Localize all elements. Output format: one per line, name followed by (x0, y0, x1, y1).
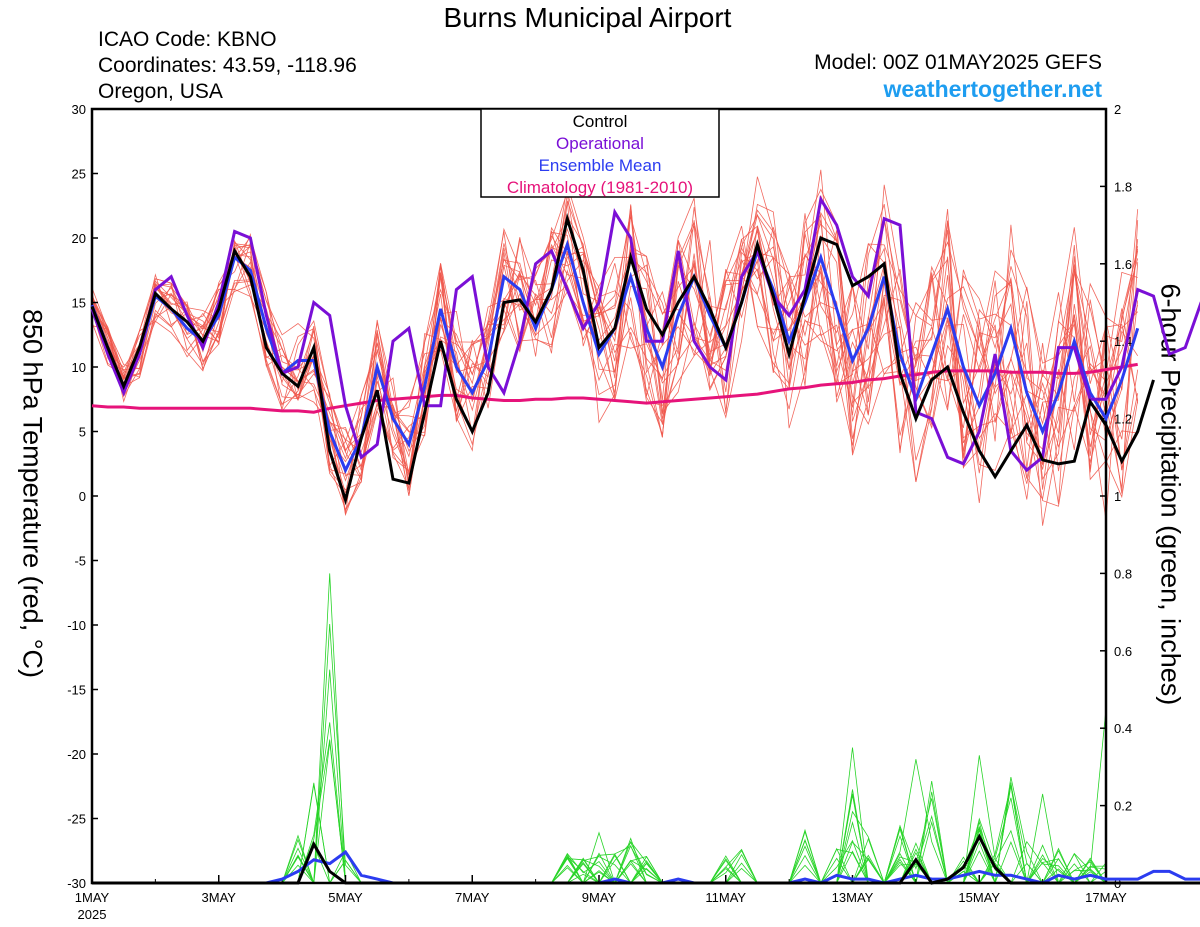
y-tick-label: 15 (72, 296, 86, 311)
y-tick-label: -20 (67, 747, 86, 762)
precip-member-line-18 (92, 669, 1107, 885)
x-tick-label: 7MAY (455, 890, 490, 905)
x-tick-label: 11MAY (705, 890, 746, 905)
icao-code: ICAO Code: KBNO (98, 28, 277, 51)
y-tick-label: -30 (67, 876, 86, 891)
legend-entry: Ensemble Mean (539, 156, 662, 175)
precip-member-line-19 (92, 791, 1106, 885)
precip-member-line-12 (92, 722, 1106, 884)
y2-tick-label: 1.8 (1114, 179, 1132, 194)
y-tick-label: 10 (72, 360, 86, 375)
control-precip-line (92, 833, 1200, 885)
member-line-8 (91, 169, 1138, 526)
plot-frame (90, 107, 1108, 885)
legend: Control Operational Ensemble Mean Climatolo… (480, 108, 720, 198)
y2-tick-label: 0.6 (1114, 644, 1132, 659)
y2-tick-label: 0.2 (1114, 799, 1132, 814)
operational-line (90, 195, 1200, 473)
y-tick-label: 0 (79, 489, 86, 504)
y-tick-label: -5 (74, 554, 86, 569)
ensemble-members (91, 169, 1139, 526)
precip-member-line-15 (92, 623, 1107, 884)
y2-tick-label: 1.2 (1114, 412, 1132, 427)
x-tick-label: 13MAY (832, 890, 874, 905)
coordinates: Coordinates: 43.59, -118.96 (98, 54, 357, 77)
y2-tick-label: 0.8 (1114, 566, 1132, 581)
y-tick-label: -15 (67, 683, 86, 698)
y-tick-label: 30 (72, 102, 86, 117)
precip-member-line-7 (92, 795, 1106, 884)
member-line-10 (91, 223, 1138, 477)
y-tick-label: 5 (79, 425, 86, 440)
legend-entry: Climatology (1981-2010) (507, 178, 693, 197)
legend-entry: Operational (556, 134, 644, 153)
chart-title: Burns Municipal Airport (443, 2, 732, 33)
y2-tick-label: 0.4 (1114, 721, 1132, 736)
y2-tick-label: 1 (1114, 489, 1121, 504)
site-link[interactable]: weathertogether.net (883, 76, 1102, 102)
legend-box (480, 108, 720, 198)
member-line-17 (91, 176, 1139, 496)
precip-member-line-2 (92, 747, 1106, 884)
y-tick-label: -10 (67, 618, 86, 633)
y-tick-label: 20 (72, 231, 86, 246)
y2-tick-label: 1.6 (1114, 257, 1132, 272)
y-tick-label: -25 (67, 812, 86, 827)
precip-member-line-4 (92, 755, 1107, 884)
precip-members (92, 573, 1107, 885)
y-tick-label: 25 (72, 167, 86, 182)
x-tick-label: 3MAY (202, 890, 237, 905)
x-tick-label: 15MAY (958, 890, 1000, 905)
x-tick-label: 17MAY (1085, 890, 1127, 905)
x-tick-label: 9MAY (582, 890, 617, 905)
y2-tick-label: 2 (1114, 102, 1121, 117)
member-line-15 (91, 205, 1138, 496)
member-line-4 (91, 194, 1139, 505)
precip-member-line-0 (92, 573, 1107, 884)
location: Oregon, USA (98, 80, 223, 103)
control-line (90, 212, 1155, 506)
member-line-9 (91, 200, 1139, 491)
x-tick-label: 5MAY (328, 890, 363, 905)
model-run: Model: 00Z 01MAY2025 GEFS (814, 51, 1102, 74)
x-tick-label: 1MAY (75, 890, 110, 905)
x-tick-sublabel: 2025 (78, 907, 107, 922)
legend-entry: Control (573, 112, 628, 131)
